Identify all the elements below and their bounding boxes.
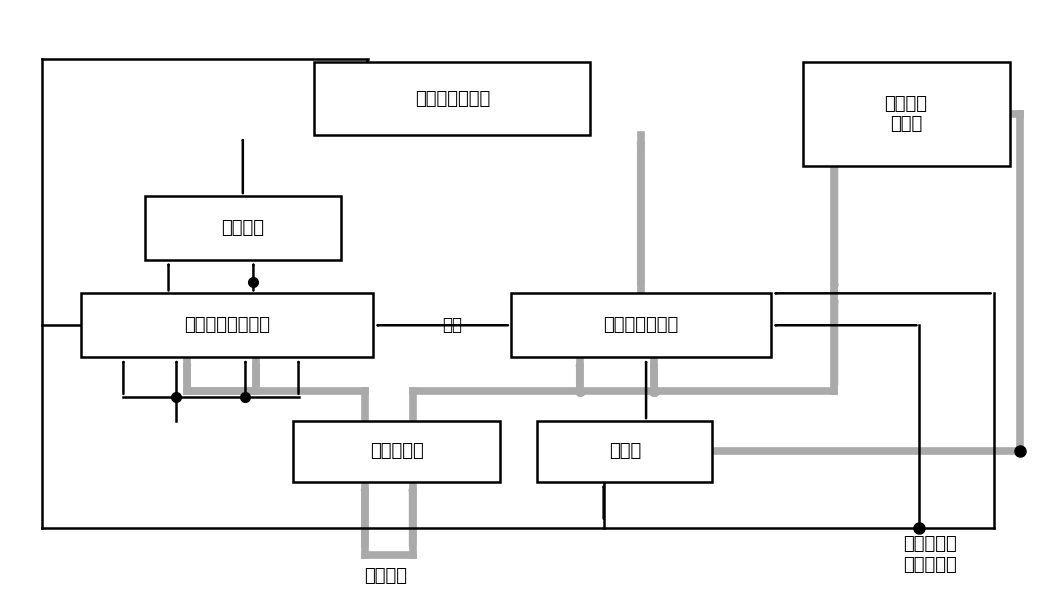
Text: 溢出判断: 溢出判断 bbox=[221, 219, 264, 237]
Bar bbox=[315, 62, 591, 135]
Text: 加法器（数据）: 加法器（数据） bbox=[603, 316, 679, 334]
Bar bbox=[537, 421, 713, 482]
Text: 运算结果指示灯: 运算结果指示灯 bbox=[415, 90, 491, 108]
Text: 累加器: 累加器 bbox=[609, 442, 641, 461]
Text: 开关数据: 开关数据 bbox=[365, 567, 408, 585]
Bar bbox=[802, 62, 1010, 166]
Text: 原反控制器: 原反控制器 bbox=[370, 442, 423, 461]
Bar bbox=[81, 293, 372, 357]
Bar bbox=[294, 421, 500, 482]
Text: 进位: 进位 bbox=[443, 316, 463, 334]
Bar bbox=[145, 196, 340, 260]
Text: 加法器（符号位）: 加法器（符号位） bbox=[184, 316, 270, 334]
Text: 溢出判断
指示灯: 溢出判断 指示灯 bbox=[884, 95, 928, 133]
Bar bbox=[511, 293, 770, 357]
Text: 开关（加、
减控制位）: 开关（加、 减控制位） bbox=[903, 535, 957, 574]
